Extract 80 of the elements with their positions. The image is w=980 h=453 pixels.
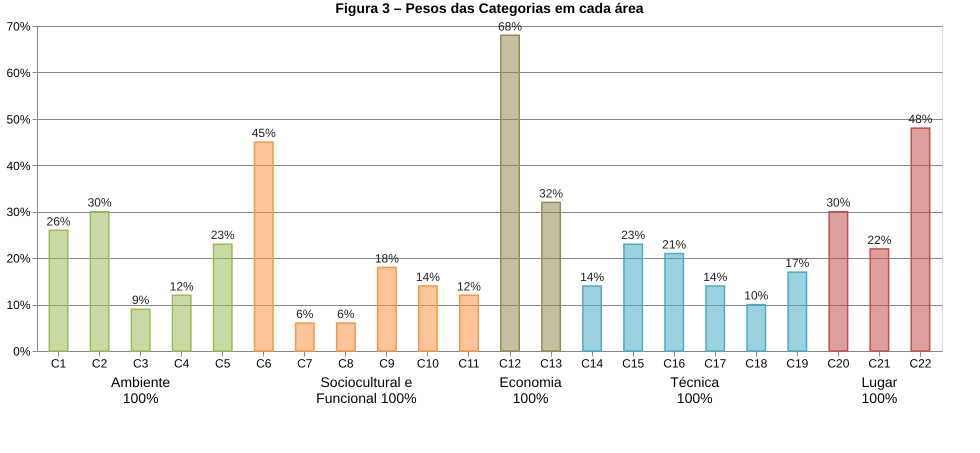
x-tick-label: C19: [786, 356, 809, 370]
data-label: 45%: [252, 126, 276, 140]
x-tick-label: C1: [50, 356, 67, 370]
x-tick-label: C3: [132, 356, 149, 370]
text: Técnica 100%: [670, 374, 720, 406]
data-label: 23%: [210, 228, 236, 242]
text: Lugar 100%: [862, 374, 898, 406]
data-label: 22%: [867, 232, 892, 247]
data-label: 17%: [785, 256, 810, 270]
x-tick-label: C2: [92, 356, 108, 370]
bar: [828, 210, 848, 352]
bar: [254, 141, 274, 352]
bar: [623, 243, 644, 352]
x-tick-label: C7: [297, 356, 313, 370]
data-label: 32%: [539, 186, 564, 200]
y-tick-label: 10%: [6, 298, 31, 312]
bar: [130, 308, 151, 352]
bar: [869, 248, 890, 352]
bar: [90, 210, 110, 352]
data-label: 12%: [170, 279, 194, 294]
y-tick-label: 30%: [6, 205, 31, 220]
bar: [376, 266, 397, 352]
text: Ambiente 100%: [111, 374, 170, 406]
data-label: 18%: [374, 251, 400, 266]
x-tick-label: C8: [338, 356, 354, 370]
x-tick-label: C6: [256, 356, 272, 370]
bar: [294, 322, 315, 352]
y-tick-label: 0%: [13, 344, 31, 358]
bar: [746, 304, 766, 352]
x-tick-label: C11: [458, 356, 480, 370]
x-tick-label: C4: [174, 356, 190, 370]
text: Sociocultural e Funcional 100%: [316, 374, 417, 406]
chart-title: Figura 3 – Pesos das Categorias em cada área: [335, 0, 644, 16]
x-tick-label: C17: [704, 356, 727, 370]
x-tick-label: C13: [540, 356, 562, 370]
data-label: 12%: [456, 279, 482, 294]
bar: [582, 285, 602, 352]
x-tick-label: C9: [379, 356, 395, 370]
data-label: 23%: [621, 228, 646, 242]
data-label: 30%: [88, 196, 112, 210]
bar: [418, 285, 438, 352]
x-tick-label: C12: [499, 356, 522, 370]
bar: [48, 230, 69, 352]
x-tick-label: C5: [215, 356, 231, 370]
data-label: 14%: [580, 270, 604, 284]
x-tick-label: C14: [581, 356, 604, 370]
y-tick-label: 70%: [6, 20, 31, 34]
y-tick-label: 40%: [6, 158, 31, 173]
bar: [212, 243, 233, 352]
bar: [336, 322, 356, 352]
data-label: 21%: [662, 238, 687, 252]
x-tick-label: C22: [909, 356, 932, 370]
bar: [500, 34, 520, 352]
bar: [172, 294, 192, 352]
data-label: 30%: [826, 196, 851, 210]
y-tick-label: 60%: [6, 66, 31, 80]
x-tick-label: C18: [745, 356, 768, 370]
data-label: 10%: [744, 288, 769, 303]
x-tick-label: C16: [663, 356, 686, 370]
data-label: 26%: [46, 214, 71, 228]
bar: [787, 271, 808, 352]
data-label: 48%: [908, 112, 933, 126]
bar: [458, 294, 479, 352]
x-tick-label: C20: [827, 356, 850, 370]
bar: [541, 202, 562, 352]
data-label: 14%: [416, 270, 440, 284]
y-tick-label: 50%: [6, 112, 31, 126]
data-label: 9%: [132, 293, 150, 308]
text: Economia 100%: [499, 374, 562, 406]
data-label: 6%: [296, 307, 314, 322]
y-tick-label: 20%: [6, 252, 31, 266]
bar: [705, 285, 726, 352]
bar: [910, 127, 930, 352]
x-tick-label: C10: [416, 356, 440, 370]
data-label: 6%: [337, 307, 355, 322]
data-label: 14%: [703, 270, 728, 284]
bar: [664, 252, 684, 352]
x-tick-label: C21: [868, 356, 891, 370]
x-tick-label: C15: [622, 356, 644, 370]
data-label: 68%: [498, 19, 522, 34]
